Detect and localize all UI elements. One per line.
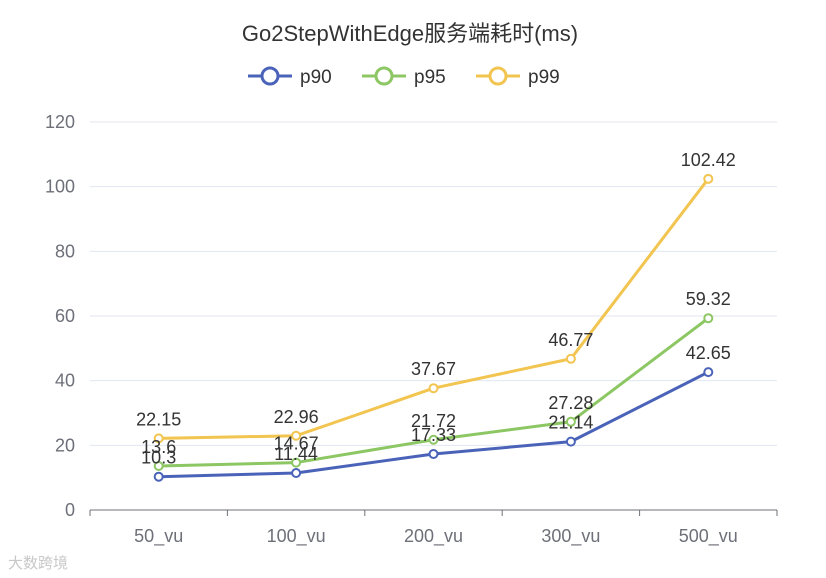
legend-item-p99: p99 (476, 66, 560, 88)
x-tick-label: 300_vu (541, 526, 600, 547)
data-point (291, 430, 302, 441)
series-p99 (153, 173, 714, 444)
watermark: 大数跨境 (8, 552, 68, 573)
data-label: 14.67 (274, 434, 319, 454)
series-p95 (153, 313, 714, 472)
data-point (428, 448, 439, 459)
legend-marker-icon (260, 66, 280, 86)
data-label: 22.96 (274, 407, 319, 427)
series-group (153, 173, 714, 482)
data-point (153, 461, 164, 472)
legend: p90 p95 p99 (248, 66, 560, 88)
x-tick-label: 50_vu (134, 526, 183, 547)
data-point (291, 468, 302, 479)
data-label: 37.67 (411, 359, 456, 379)
legend-label: p95 (414, 67, 446, 88)
legend-marker-icon (488, 66, 508, 86)
series-line (158, 177, 710, 440)
data-label: 46.77 (548, 330, 593, 350)
data-label: 11.44 (274, 444, 318, 464)
data-point (703, 313, 714, 324)
data-label: 59.32 (686, 289, 731, 309)
legend-item-p95: p95 (362, 66, 446, 88)
data-point (153, 471, 164, 482)
data-label: 13.6 (141, 437, 176, 457)
data-point (565, 416, 576, 427)
data-label: 27.28 (548, 393, 593, 413)
series-p90 (153, 367, 714, 482)
data-label: 102.42 (681, 150, 736, 170)
data-point (565, 436, 576, 447)
x-axis: 50_vu 100_vu 200_vu 300_vu 500_vu (89, 509, 778, 547)
data-label: 21.72 (411, 411, 456, 431)
data-point (291, 457, 302, 468)
data-label: 10.3 (141, 448, 176, 468)
legend-marker-icon (374, 66, 394, 86)
legend-label: p90 (300, 67, 332, 88)
x-tick-label: 200_vu (404, 526, 463, 547)
x-tick-label: 100_vu (267, 526, 326, 547)
y-tick-label: 20 (55, 435, 75, 455)
y-tick-label: 0 (65, 500, 75, 520)
data-point (703, 173, 714, 184)
data-point (565, 353, 576, 364)
legend-label: p99 (528, 67, 560, 88)
data-labels: 10.3 11.44 17.33 21.14 42.65 13.6 14.67 21.72 27… (136, 150, 736, 468)
data-label: 21.14 (548, 413, 593, 433)
watermark-text: 大数跨境 (8, 554, 69, 572)
data-point (153, 433, 164, 444)
data-label: 42.65 (686, 343, 731, 363)
y-tick-label: 120 (45, 112, 75, 132)
data-point (428, 383, 439, 394)
y-tick-label: 100 (45, 177, 75, 197)
data-point (703, 367, 714, 378)
legend-item-p90: p90 (248, 66, 332, 88)
data-point (428, 434, 439, 445)
data-label: 22.15 (136, 409, 181, 429)
y-tick-label: 40 (55, 371, 75, 391)
chart-title: Go2StepWithEdge服务端耗时(ms) (242, 21, 578, 46)
data-label: 17.33 (411, 425, 456, 445)
y-tick-label: 80 (55, 241, 75, 261)
grid (90, 121, 777, 446)
x-tick-label: 500_vu (679, 526, 738, 547)
y-axis: 0 20 40 60 80 100 120 (45, 112, 75, 520)
y-tick-label: 60 (55, 306, 75, 326)
